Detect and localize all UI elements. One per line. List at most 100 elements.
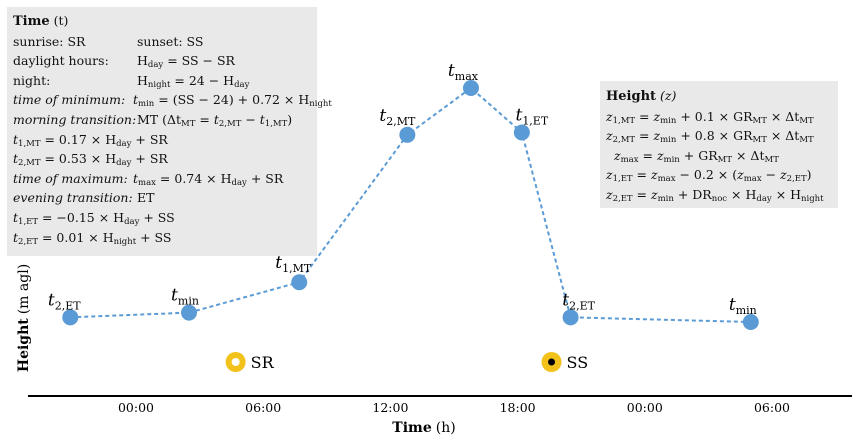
x-tick-label: 06:00 xyxy=(754,400,790,415)
point-label-base: t xyxy=(448,61,455,81)
point-label-base: t xyxy=(275,253,282,273)
time-box-title-text: Time xyxy=(13,14,50,29)
data-point xyxy=(181,304,197,321)
sun-markers: SR SS xyxy=(225,352,589,372)
height-formula: z2,ET = zmin + DRnoc × Hday × Hnight xyxy=(606,186,824,204)
time-line: evening transition: ET xyxy=(13,188,311,208)
time-line: time of minimum: tmin = (SS − 24) + 0.72 … xyxy=(13,90,332,110)
data-points xyxy=(62,80,759,330)
time-definition: sunset: SS xyxy=(137,33,204,49)
time-formula: t2,MT = 0.53 × Hday + SR xyxy=(13,151,168,169)
x-axis-label-unit: (h) xyxy=(436,420,456,436)
time-line: time of maximum: tmax = 0.74 × Hday + SR xyxy=(13,169,311,189)
height-box-title: Height (z) xyxy=(606,86,832,107)
series-line xyxy=(70,86,751,323)
height-formula: z1,MT = zmin + 0.1 × GRMT × ΔtMT xyxy=(606,108,814,126)
point-label: tmin xyxy=(729,295,757,317)
time-term: time of minimum: xyxy=(13,92,126,108)
y-axis-label-unit: (m agl) xyxy=(16,264,32,314)
point-label-sub: max xyxy=(455,70,479,83)
data-point xyxy=(513,124,530,141)
height-formula: zmax = zmin + GRMT × ΔtMT xyxy=(614,147,779,165)
point-label: tmin xyxy=(171,286,199,308)
time-definition: tmin = (SS − 24) + 0.72 × Hnight xyxy=(133,92,332,110)
point-label: t2,MT xyxy=(379,106,416,128)
point-label-base: t xyxy=(729,295,736,315)
time-term: evening transition: xyxy=(13,190,133,206)
time-formula: t2,ET = 0.01 × Hnight + SS xyxy=(13,229,172,247)
time-line: t2,MT = 0.53 × Hday + SR xyxy=(13,149,311,169)
data-point xyxy=(562,309,579,326)
sunrise-label: SR xyxy=(251,353,275,372)
x-tick-labels: 00:00 06:00 12:00 18:00 00:00 06:00 xyxy=(118,400,790,415)
series-polyline xyxy=(70,86,751,323)
time-definition-lines: sunrise: SR sunset: SS daylight hours: Hday… xyxy=(13,32,332,248)
point-label-sub: 2,MT xyxy=(386,115,416,128)
x-tick-label: 12:00 xyxy=(372,400,408,415)
height-formula: z1,ET = zmax − 0.2 × (zmax − z2,ET) xyxy=(606,167,812,184)
time-definitions-box: Time (t) sunrise: SR sunset: SS daylight h… xyxy=(7,7,332,256)
data-point xyxy=(742,314,759,330)
time-line: night: Hnight = 24 − Hday xyxy=(13,71,311,91)
point-label-sub: min xyxy=(736,304,757,317)
time-definition: tmax = 0.74 × Hday + SR xyxy=(133,170,284,188)
time-definition: Hday = SS − SR xyxy=(137,53,235,71)
time-term: time of maximum: xyxy=(13,170,128,186)
time-line: daylight hours: Hday = SS − SR xyxy=(13,51,311,71)
time-definition: Hnight = 24 − Hday xyxy=(137,72,250,90)
point-label: tmax xyxy=(448,61,479,83)
data-point xyxy=(62,309,79,326)
point-label-base: t xyxy=(171,286,178,306)
x-tick-label: 00:00 xyxy=(627,400,663,415)
time-term: daylight hours: xyxy=(13,53,109,69)
data-point xyxy=(462,80,479,96)
height-definition-lines: z1,MT = zmin + 0.1 × GRMT × ΔtMT z2,MT = … xyxy=(606,107,832,205)
sunset-label: SS xyxy=(567,353,589,372)
time-definition: ET xyxy=(137,190,155,206)
height-box-title-symbol: (z) xyxy=(660,88,677,103)
data-point xyxy=(399,126,416,143)
sunrise-icon-center xyxy=(231,358,240,366)
point-label-base: t xyxy=(515,105,522,125)
time-definition: MT (ΔtMT = t2,MT − t1,MT) xyxy=(137,111,293,129)
height-formula: z2,MT = zmin + 0.8 × GRMT × ΔtMT xyxy=(606,128,814,145)
x-axis-label: Time (h) xyxy=(392,420,455,436)
point-label-sub: 2,ET xyxy=(55,299,82,312)
point-label: t2,ET xyxy=(562,290,595,312)
x-tick-label: 18:00 xyxy=(500,400,536,415)
time-formula: t1,MT = 0.17 × Hday + SR xyxy=(13,131,168,149)
time-box-title: Time (t) xyxy=(13,11,311,32)
time-line: sunrise: SR sunset: SS xyxy=(13,32,311,52)
point-label-base: t xyxy=(562,290,569,310)
x-tick-label: 06:00 xyxy=(245,400,281,415)
time-term: sunrise: SR xyxy=(13,33,86,49)
y-axis-label-main: Height xyxy=(16,318,32,372)
x-tick-label: 00:00 xyxy=(118,400,154,415)
sunset-icon-center xyxy=(548,358,556,366)
time-line: t1,MT = 0.17 × Hday + SR xyxy=(13,130,311,150)
data-point xyxy=(291,274,308,291)
point-label: t1,ET xyxy=(515,105,548,127)
point-label: t2,ET xyxy=(48,290,81,312)
point-label-sub: 2,ET xyxy=(569,299,596,312)
height-definitions-box: Height (z) z1,MT = zmin + 0.1 × GRMT × Δ… xyxy=(600,81,838,208)
time-term: morning transition: xyxy=(13,111,137,127)
time-line: t2,ET = 0.01 × Hnight + SS xyxy=(13,228,311,248)
point-label-sub: 1,ET xyxy=(522,114,549,127)
time-line: morning transition: MT (ΔtMT = t2,MT − t1… xyxy=(13,110,311,130)
time-formula: t1,ET = −0.15 × Hday + SS xyxy=(13,209,175,227)
point-label-sub: 1,MT xyxy=(282,262,312,275)
time-line: t1,ET = −0.15 × Hday + SS xyxy=(13,208,311,228)
point-label-base: t xyxy=(379,106,386,126)
point-label: t1,MT xyxy=(275,253,312,275)
time-term: night: xyxy=(13,72,51,88)
axis-labels: Time (h) Height (m agl) xyxy=(16,264,456,436)
x-axis-label-main: Time xyxy=(392,420,432,436)
point-label-sub: min xyxy=(178,295,199,308)
height-box-title-text: Height xyxy=(606,89,657,104)
time-box-title-symbol: (t) xyxy=(53,13,69,28)
point-label-base: t xyxy=(48,290,55,310)
y-axis-label: Height (m agl) xyxy=(16,264,32,372)
